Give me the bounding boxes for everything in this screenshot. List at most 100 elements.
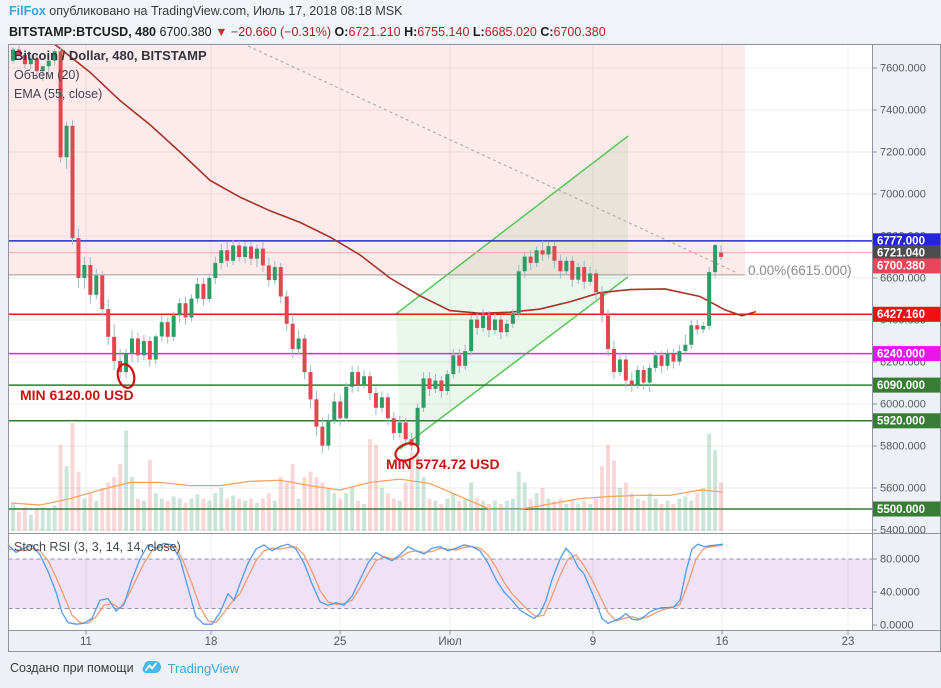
candle-down xyxy=(373,393,378,408)
svg-text:25: 25 xyxy=(334,636,347,648)
candle-up xyxy=(433,380,438,389)
candle-down xyxy=(249,246,253,259)
candle-down xyxy=(338,401,343,419)
stoch-k-line xyxy=(7,542,724,625)
svg-text:5500.000: 5500.000 xyxy=(877,504,925,516)
candle-down xyxy=(641,369,646,383)
candle-up xyxy=(254,248,259,259)
candle-down xyxy=(88,264,93,295)
svg-text:5400.000: 5400.000 xyxy=(880,525,926,537)
candle-down xyxy=(320,426,325,446)
candle-up xyxy=(40,66,45,72)
candle-down xyxy=(611,348,616,373)
candle-down xyxy=(385,397,390,419)
candle-up xyxy=(231,245,236,261)
symbol-title: BITSTAMP:BTCUSD, 480 xyxy=(9,24,157,39)
candle-down xyxy=(308,372,313,400)
candle-up xyxy=(153,336,158,360)
volume-ma-line xyxy=(10,478,724,511)
candle-up xyxy=(332,401,337,421)
candle-up xyxy=(635,369,640,385)
candle-down xyxy=(135,338,140,356)
candle-down xyxy=(76,238,81,278)
candle-up xyxy=(296,338,301,349)
candle-down xyxy=(498,319,503,333)
candle-up xyxy=(189,298,194,318)
svg-text:5600.000: 5600.000 xyxy=(880,483,926,495)
candle-up xyxy=(415,407,420,446)
candle-down xyxy=(284,296,289,324)
svg-text:6240.000: 6240.000 xyxy=(877,348,925,360)
candle-up xyxy=(159,322,164,337)
tradingview-link[interactable]: TradingView xyxy=(167,660,240,676)
candle-up xyxy=(243,246,248,257)
candle-up xyxy=(207,278,212,299)
candle-up xyxy=(219,250,224,263)
candle-up xyxy=(326,420,331,446)
stoch-rsi-pane xyxy=(7,542,873,625)
footer-text: Создано при помощи xyxy=(10,661,134,675)
stoch-axis[interactable]: 80.0000 40.0000 0.0000 xyxy=(872,554,920,632)
candle-up xyxy=(534,250,539,263)
candles-layer xyxy=(11,45,724,453)
candle-up xyxy=(451,355,456,375)
candle-down xyxy=(112,336,117,361)
candle-up xyxy=(11,49,15,61)
candle-up xyxy=(617,359,622,373)
high-value: 6755.140 xyxy=(417,24,470,39)
time-axis[interactable]: 11 18 25 Июл 9 16 23 xyxy=(80,630,855,649)
candle-down xyxy=(695,325,700,330)
candle-down xyxy=(594,273,599,293)
publish-bar: FilFox опубликовано на TradingView.com, … xyxy=(0,0,941,21)
candle-down xyxy=(34,58,39,72)
svg-text:7000.000: 7000.000 xyxy=(880,189,926,201)
candle-down xyxy=(16,49,21,55)
candle-up xyxy=(564,260,569,272)
candle-up xyxy=(130,338,134,354)
candle-down xyxy=(302,338,307,373)
candle-down xyxy=(368,376,372,394)
candle-down xyxy=(278,267,283,297)
svg-text:5800.000: 5800.000 xyxy=(880,441,926,453)
candle-down xyxy=(457,355,462,366)
svg-text:6600.000: 6600.000 xyxy=(880,273,926,285)
gridlines xyxy=(8,44,873,631)
candle-up xyxy=(379,397,384,408)
candle-up xyxy=(64,125,69,158)
candle-up xyxy=(677,351,682,362)
ema-line xyxy=(54,43,757,317)
candle-down xyxy=(671,353,676,362)
svg-text:16: 16 xyxy=(716,636,729,648)
candle-up xyxy=(213,262,218,278)
close-label: C: xyxy=(540,24,554,39)
candle-down xyxy=(558,260,563,272)
candle-up xyxy=(689,325,694,345)
candle-up xyxy=(82,264,87,278)
candle-down xyxy=(623,359,628,381)
candle-up xyxy=(504,323,509,333)
candle-up xyxy=(510,313,515,324)
price-change: −20.660 (−0.31%) xyxy=(230,24,332,39)
publisher-name[interactable]: FilFox xyxy=(9,3,46,18)
svg-text:40.0000: 40.0000 xyxy=(880,587,920,599)
svg-text:7600.000: 7600.000 xyxy=(880,63,926,75)
candle-down xyxy=(237,245,242,257)
candle-down xyxy=(570,260,575,280)
volume-bars xyxy=(11,423,724,531)
candle-down xyxy=(266,265,271,281)
candle-down xyxy=(260,248,265,266)
svg-text:9: 9 xyxy=(590,636,596,648)
svg-text:Июл: Июл xyxy=(438,636,461,648)
candle-down xyxy=(147,341,152,360)
svg-text:23: 23 xyxy=(842,636,855,648)
candle-up xyxy=(362,376,367,385)
candle-down xyxy=(70,125,75,239)
candle-down xyxy=(58,51,63,158)
candle-up xyxy=(653,355,658,368)
price-axis[interactable]: 7600.0007400.0007200.0007000.0006800.000… xyxy=(872,63,926,537)
candle-up xyxy=(516,271,521,314)
candle-down xyxy=(183,303,188,318)
candle-down xyxy=(165,322,170,337)
